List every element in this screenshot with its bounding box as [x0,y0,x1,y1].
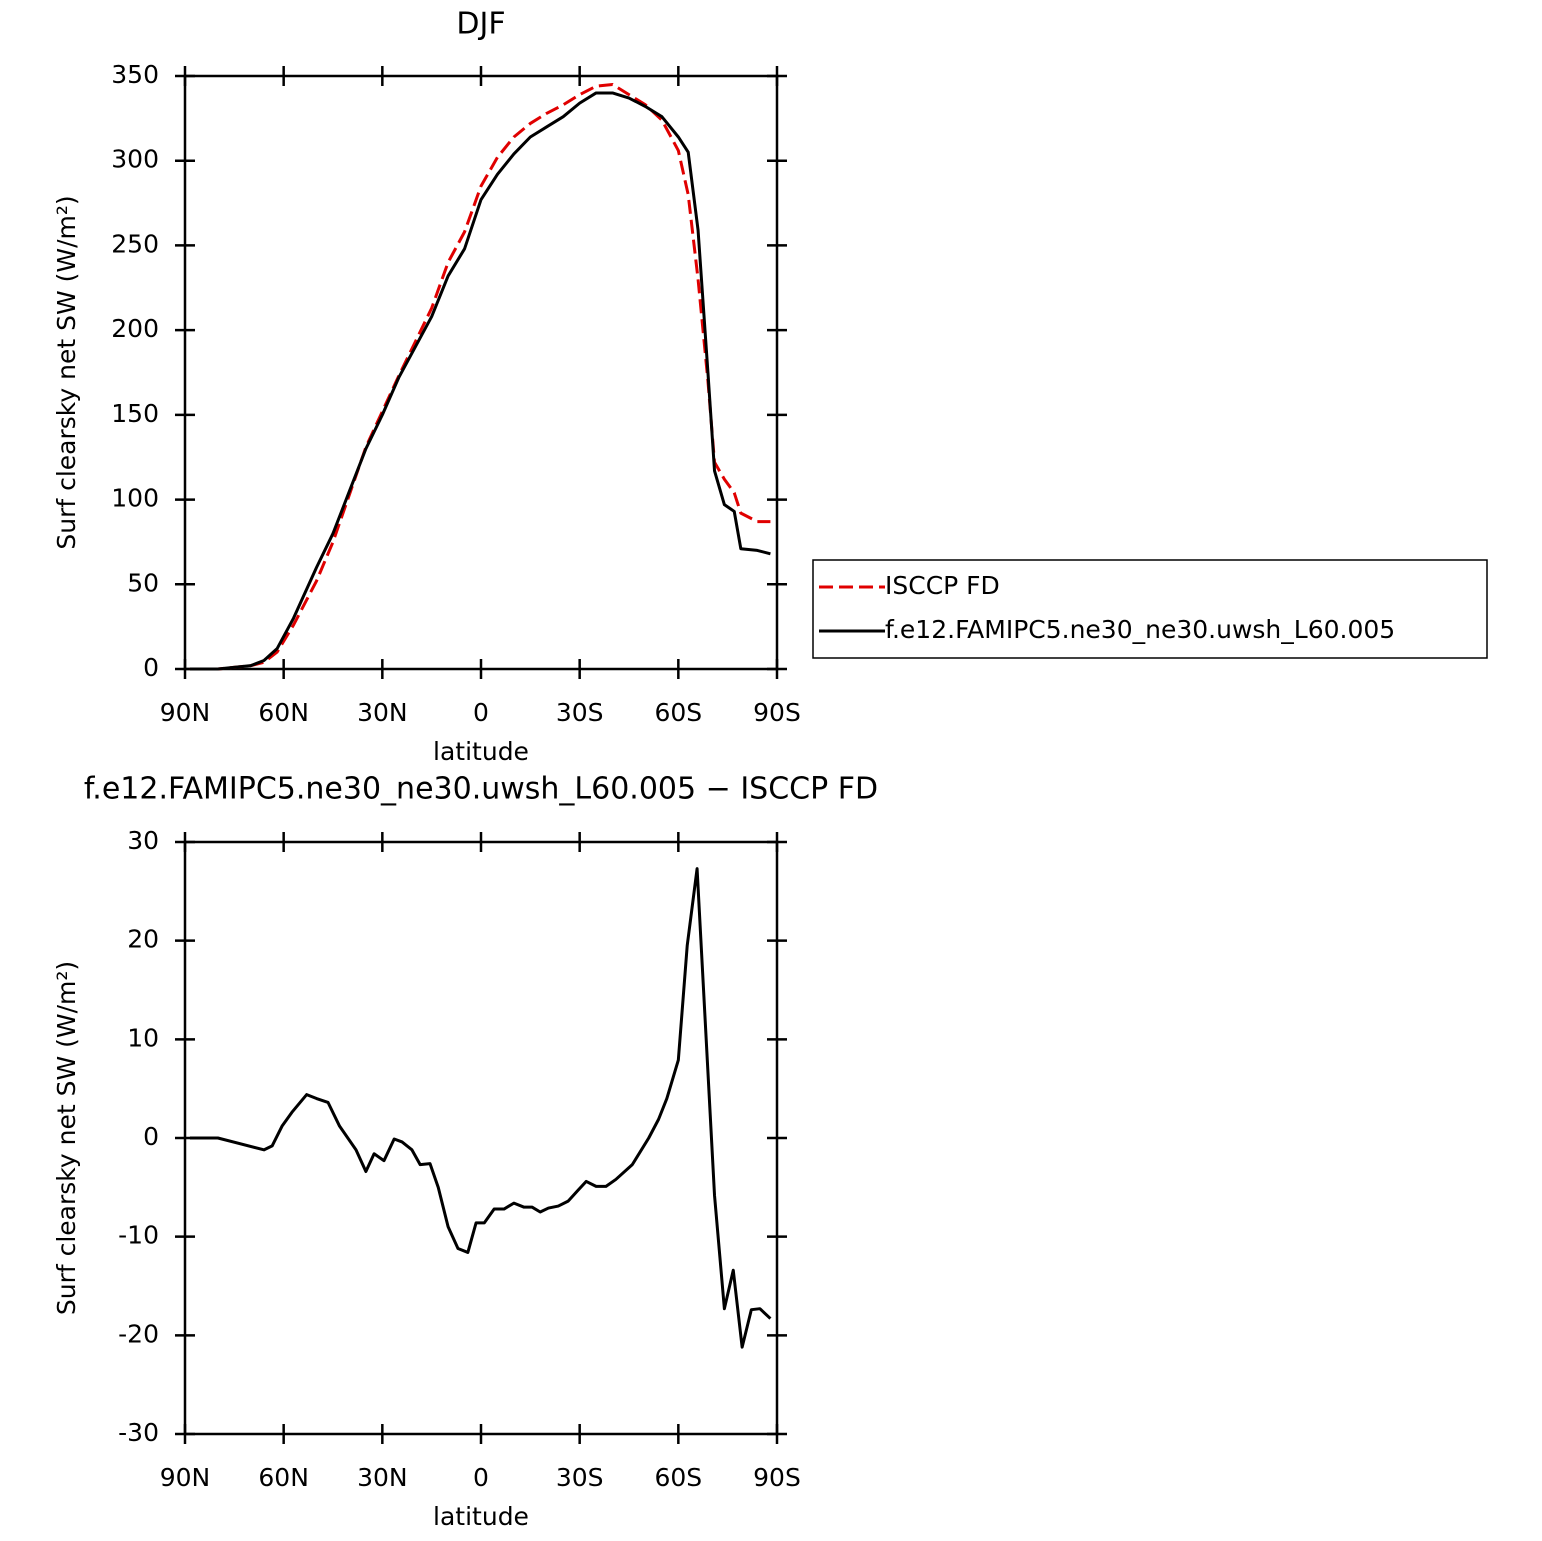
legend: ISCCP FD f.e12.FAMIPC5.ne30_ne30.uwsh_L60… [812,559,1488,659]
y-axis-label: Surf clearsky net SW (W/m²) [52,961,81,1315]
y-tick-label: 10 [127,1023,159,1052]
y-tick-label: 100 [111,484,159,513]
x-tick-label: 60N [258,698,309,727]
y-tick-label: -20 [118,1319,159,1348]
legend-box [812,559,1488,659]
x-tick-label: 30N [357,698,408,727]
x-tick-label: 60S [654,698,702,727]
x-tick-label: 90S [753,1463,801,1492]
chart-title: DJF [456,7,505,42]
y-tick-label: 20 [127,925,159,954]
x-tick-label: 90N [160,1463,211,1492]
x-axis-label: latitude [433,1502,529,1531]
x-tick-label: 0 [473,698,489,727]
x-tick-label: 60N [258,1463,309,1492]
x-tick-label: 90N [160,698,211,727]
x-axis-label: latitude [433,737,529,766]
y-tick-label: 350 [111,60,159,89]
x-tick-label: 0 [473,1463,489,1492]
y-tick-label: 250 [111,229,159,258]
x-tick-label: 30S [556,698,604,727]
y-tick-label: -10 [118,1221,159,1250]
x-tick-label: 30N [357,1463,408,1492]
y-axis-label: Surf clearsky net SW (W/m²) [52,195,81,549]
y-tick-label: 50 [127,568,159,597]
legend-label: ISCCP FD [885,571,1000,600]
plot: f.e12.FAMIPC5.ne30_ne30.uwsh_L60.005 − I… [52,772,878,1532]
legend-label: f.e12.FAMIPC5.ne30_ne30.uwsh_L60.005 [885,615,1395,644]
y-tick-label: 150 [111,399,159,428]
y-tick-label: 200 [111,314,159,343]
series-line [189,867,772,1349]
plot-frame [183,74,779,671]
chart-title: f.e12.FAMIPC5.ne30_ne30.uwsh_L60.005 − I… [84,772,878,807]
y-tick-label: 30 [127,826,159,855]
x-tick-label: 90S [753,698,801,727]
y-tick-label: 0 [143,653,159,682]
series-line [189,91,771,671]
plot: DJF latitude Surf clearsky net SW (W/m²) 0 5… [52,7,1488,766]
y-tick-label: 300 [111,145,159,174]
series-line [189,82,771,671]
y-tick-label: -30 [118,1418,159,1447]
y-tick-label: 0 [143,1122,159,1151]
x-tick-label: 30S [556,1463,604,1492]
x-tick-label: 60S [654,1463,702,1492]
